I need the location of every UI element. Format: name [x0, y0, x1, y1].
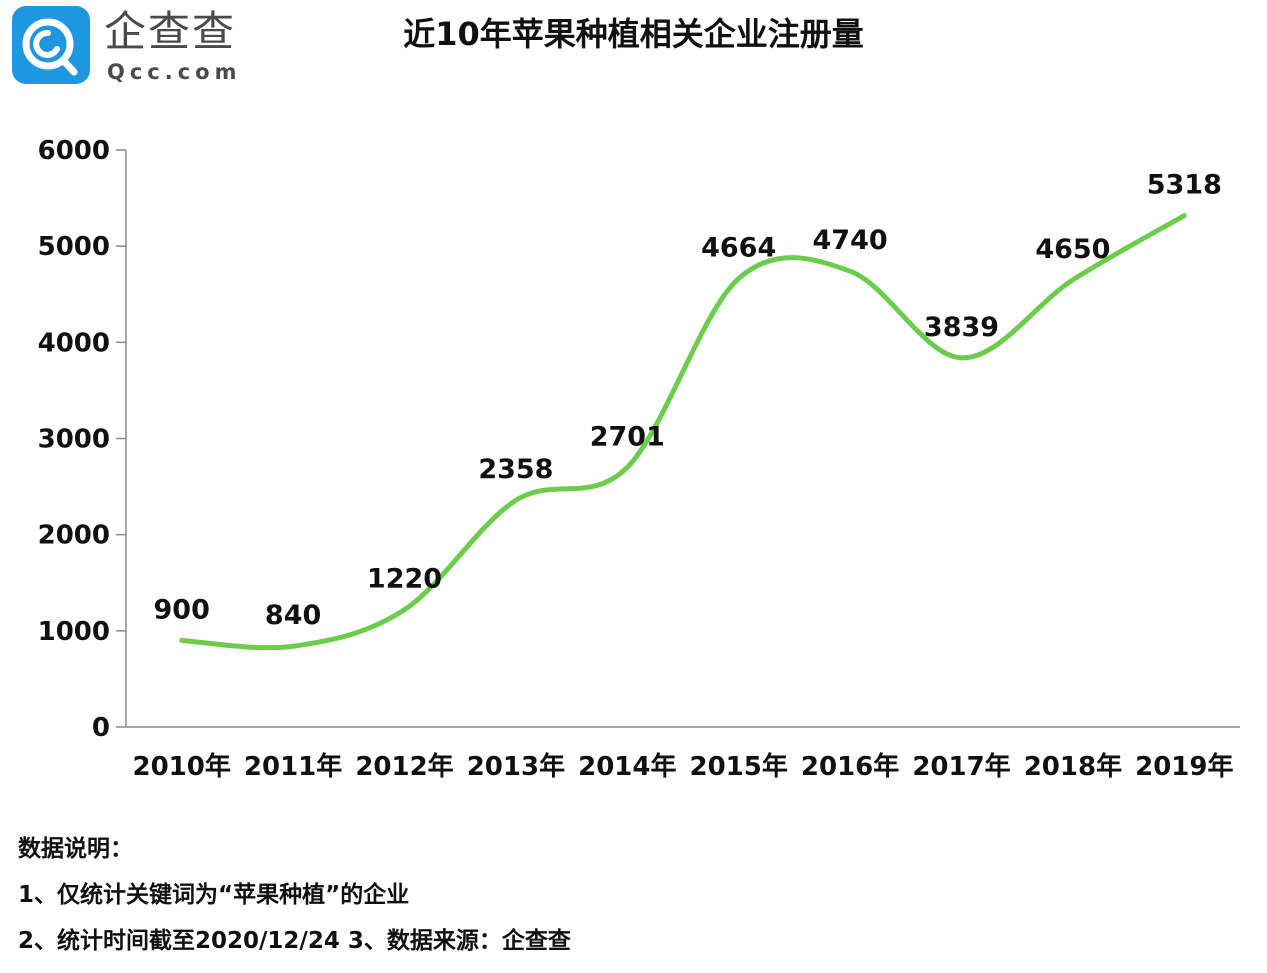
data-notes: 数据说明： 1、仅统计关键词为“苹果种植”的企业 2、统计时间截至2020/12…	[18, 826, 1218, 964]
y-tick-label: 1000	[38, 617, 110, 647]
y-tick-label: 3000	[38, 425, 110, 455]
notes-heading: 数据说明：	[18, 836, 133, 862]
y-tick-label: 6000	[38, 136, 110, 166]
data-point	[1181, 213, 1187, 219]
line-chart: 0 1000 2000 3000 4000 5000 6000 2010年 2011年 2012…	[38, 136, 1240, 782]
data-label: 1220	[367, 564, 442, 595]
logo-name-cn: 企查查	[104, 7, 237, 56]
data-label: 4664	[701, 232, 776, 263]
data-label: 900	[154, 594, 210, 625]
data-label: 840	[265, 600, 321, 631]
x-axis: 2010年 2011年 2012年 2013年 2014年 2015年 2016年 2017年…	[126, 726, 1240, 782]
data-label: 2358	[478, 454, 553, 485]
qcc-logo: 企查查 Qcc.com	[12, 6, 252, 88]
y-tick-label: 0	[92, 713, 110, 743]
data-point	[959, 355, 965, 361]
qcc-logo-icon	[12, 6, 90, 84]
y-axis: 0 1000 2000 3000 4000 5000 6000	[38, 136, 127, 743]
data-point	[179, 637, 185, 643]
x-tick-label: 2013年	[467, 751, 565, 782]
data-point	[847, 268, 853, 274]
x-tick-label: 2014年	[578, 751, 676, 782]
x-tick-label: 2011年	[244, 751, 342, 782]
data-label: 5318	[1147, 170, 1222, 201]
x-tick-label: 2018年	[1024, 751, 1122, 782]
data-point	[290, 643, 296, 649]
data-point	[736, 275, 742, 281]
data-point	[402, 607, 408, 613]
chart-title: 近10年苹果种植相关企业注册量	[403, 15, 864, 53]
notes-line-2: 2、统计时间截至2020/12/24 3、数据来源：企查查	[18, 928, 571, 954]
data-point	[624, 464, 630, 470]
x-tick-label: 2019年	[1135, 751, 1233, 782]
x-tick-label: 2017年	[912, 751, 1010, 782]
data-label: 2701	[590, 421, 665, 452]
data-label: 4650	[1035, 234, 1110, 265]
x-tick-label: 2016年	[801, 751, 899, 782]
logo-name-en: Qcc.com	[107, 60, 242, 84]
notes-line-1: 1、仅统计关键词为“苹果种植”的企业	[18, 882, 410, 908]
y-tick-label: 2000	[38, 521, 110, 551]
x-tick-label: 2012年	[355, 751, 453, 782]
x-tick-label: 2015年	[690, 751, 788, 782]
series-line-layer	[179, 213, 1187, 651]
data-point	[513, 497, 519, 503]
series-line	[179, 213, 1187, 651]
data-label: 3839	[924, 312, 999, 343]
x-tick-label: 2010年	[133, 751, 231, 782]
y-tick-label: 4000	[38, 328, 110, 358]
data-point	[1070, 277, 1076, 283]
y-tick-label: 5000	[38, 232, 110, 262]
chart-title-wrap: 近10年苹果种植相关企业注册量	[0, 14, 1267, 54]
data-label: 4740	[813, 225, 888, 256]
data-label-layer: 900 840 1220 2358 2701 4664 4740 3839 4650 5318	[154, 170, 1222, 632]
